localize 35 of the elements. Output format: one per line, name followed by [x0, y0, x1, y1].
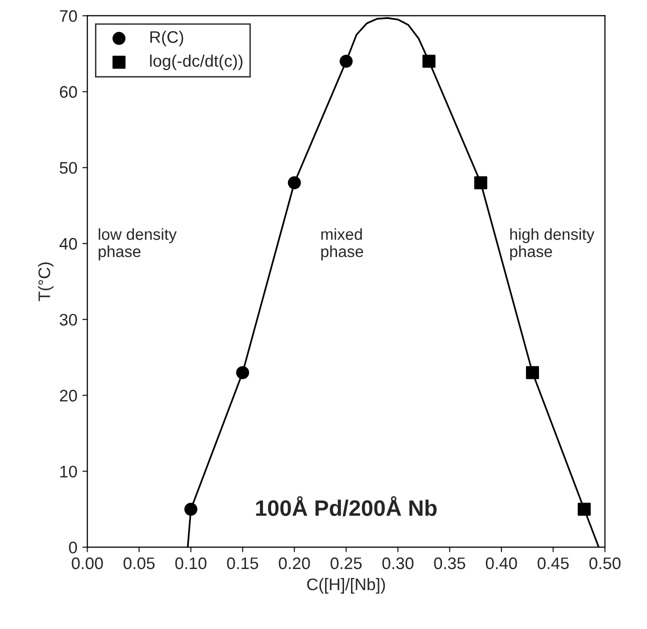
point	[526, 366, 539, 380]
y-tick-label: 10	[60, 466, 77, 478]
point	[288, 176, 301, 190]
point	[578, 502, 591, 516]
y-axis-title: T(°C)	[38, 262, 54, 302]
x-tick-label: 0.40	[486, 557, 517, 570]
annotation: high density phase	[510, 228, 594, 260]
x-tick-label: 0.00	[72, 557, 103, 570]
x-tick-label: 0.35	[434, 557, 466, 570]
y-tick-label: 50	[60, 162, 77, 174]
point	[184, 502, 198, 516]
y-tick-label: 0	[69, 542, 77, 554]
x-tick-label: 0.25	[330, 557, 362, 570]
y-tick-label: 20	[60, 390, 77, 402]
point	[236, 366, 250, 380]
x-axis-title: C([H]/[Nb])	[307, 578, 385, 594]
annotation: 100Å Pd/200Å Nb	[256, 496, 437, 516]
legend-label: R(C)	[150, 30, 184, 46]
x-tick-label: 0.20	[278, 557, 310, 570]
y-tick-label: 60	[60, 86, 77, 98]
annotation: low density phase	[98, 228, 177, 260]
x-tick-label: 0.05	[124, 557, 155, 570]
legend-label: log(-dc/dt(c))	[150, 54, 242, 70]
y-tick-label: 30	[60, 314, 77, 326]
x-tick-label: 0.50	[589, 557, 621, 570]
x-tick-label: 0.10	[175, 557, 206, 570]
x-tick-label: 0.45	[538, 557, 569, 570]
point	[340, 54, 353, 68]
x-tick-label: 0.15	[227, 557, 258, 570]
y-tick-label: 70	[60, 10, 77, 22]
x-tick-label: 0.30	[382, 557, 414, 570]
point	[474, 176, 488, 190]
y-tick-label: 40	[59, 238, 77, 250]
annotation: mixed phase	[321, 228, 364, 260]
point	[422, 54, 436, 68]
